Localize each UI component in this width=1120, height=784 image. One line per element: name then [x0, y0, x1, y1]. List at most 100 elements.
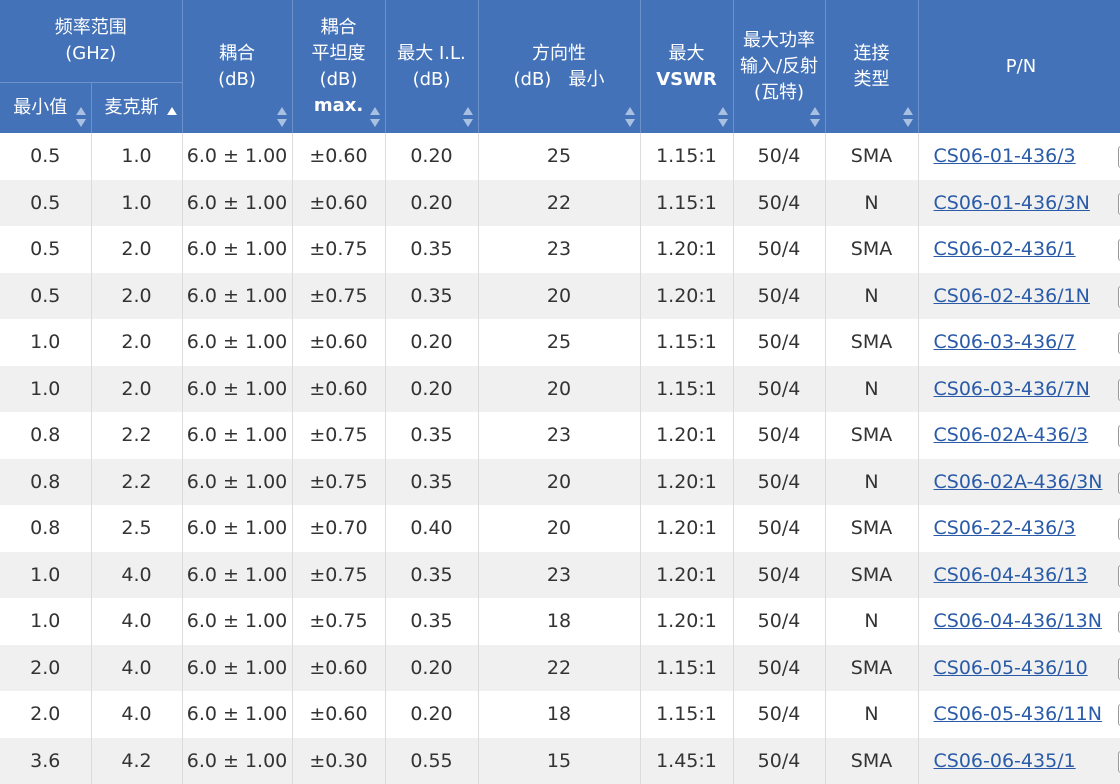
sort-icon[interactable]: [76, 107, 86, 127]
cell-conn: SMA: [825, 133, 918, 180]
connector-header[interactable]: 连接 类型: [825, 0, 918, 133]
freq-range-label: 频率范围: [0, 15, 182, 41]
cell-il: 0.20: [385, 691, 478, 738]
vswr-header[interactable]: 最大 VSWR: [640, 0, 733, 133]
cell-flatness: ±0.60: [292, 319, 385, 366]
cell-min: 2.0: [0, 691, 91, 738]
sort-icon[interactable]: [625, 107, 635, 127]
part-number-link[interactable]: CS06-02-436/1: [934, 238, 1076, 260]
cell-directivity: 23: [478, 552, 640, 599]
sort-icon[interactable]: [903, 107, 913, 127]
cell-conn: N: [825, 691, 918, 738]
cell-vswr: 1.20:1: [640, 505, 733, 552]
cell-vswr: 1.15:1: [640, 691, 733, 738]
coupling-label: 耦合: [183, 41, 292, 67]
part-number-link[interactable]: CS06-03-436/7: [934, 331, 1076, 353]
part-number-link[interactable]: CS06-04-436/13N: [934, 610, 1102, 632]
cell-max: 4.0: [91, 645, 182, 692]
connector-label-2: 类型: [826, 67, 918, 93]
cell-min: 2.0: [0, 645, 91, 692]
cell-pn: CS06-06-435/1: [918, 738, 1120, 784]
cell-coupling: 6.0 ± 1.00: [182, 273, 292, 320]
cell-conn: SMA: [825, 552, 918, 599]
part-number-link[interactable]: CS06-02-436/1N: [934, 285, 1090, 307]
directivity-header[interactable]: 方向性 (dB) 最小: [478, 0, 640, 133]
directivity-label: 方向性: [479, 41, 640, 67]
part-number-link[interactable]: CS06-01-436/3N: [934, 192, 1090, 214]
sort-asc-icon[interactable]: [167, 107, 177, 117]
sort-icon[interactable]: [463, 107, 473, 127]
coupling-header[interactable]: 耦合 (dB): [182, 0, 292, 133]
part-number-link[interactable]: CS06-02A-436/3: [934, 424, 1089, 446]
flatness-unit-label: (dB): [293, 67, 385, 93]
cell-il: 0.20: [385, 319, 478, 366]
min-header[interactable]: 最小值: [0, 83, 91, 134]
cell-coupling: 6.0 ± 1.00: [182, 552, 292, 599]
cell-min: 0.8: [0, 459, 91, 506]
cell-min: 1.0: [0, 319, 91, 366]
cell-flatness: ±0.60: [292, 645, 385, 692]
cell-min: 1.0: [0, 598, 91, 645]
part-number-link[interactable]: CS06-01-436/3: [934, 145, 1076, 167]
cell-directivity: 23: [478, 412, 640, 459]
cell-coupling: 6.0 ± 1.00: [182, 645, 292, 692]
cell-vswr: 1.20:1: [640, 598, 733, 645]
power-header[interactable]: 最大功率 输入/反射 (瓦特): [733, 0, 825, 133]
part-number-link[interactable]: CS06-02A-436/3N: [934, 471, 1103, 493]
cell-min: 1.0: [0, 366, 91, 413]
max-header[interactable]: 麦克斯: [91, 83, 182, 134]
cell-il: 0.35: [385, 552, 478, 599]
min-label: 最小值: [13, 97, 77, 118]
cell-directivity: 25: [478, 319, 640, 366]
cell-flatness: ±0.75: [292, 598, 385, 645]
cell-pn: CS06-04-436/13: [918, 552, 1120, 599]
part-number-link[interactable]: CS06-05-436/11N: [934, 703, 1102, 725]
cell-pn: CS06-22-436/3: [918, 505, 1120, 552]
cell-flatness: ±0.70: [292, 505, 385, 552]
cell-vswr: 1.45:1: [640, 738, 733, 784]
cell-power: 50/4: [733, 552, 825, 599]
il-header[interactable]: 最大 I.L. (dB): [385, 0, 478, 133]
part-number-link[interactable]: CS06-05-436/10: [934, 657, 1088, 679]
cell-flatness: ±0.30: [292, 738, 385, 784]
cell-min: 3.6: [0, 738, 91, 784]
cell-directivity: 22: [478, 645, 640, 692]
sort-icon[interactable]: [810, 107, 820, 127]
flatness-header[interactable]: 耦合 平坦度 (dB) max.: [292, 0, 385, 133]
cell-flatness: ±0.75: [292, 226, 385, 273]
cell-min: 0.8: [0, 505, 91, 552]
cell-coupling: 6.0 ± 1.00: [182, 738, 292, 784]
part-number-link[interactable]: CS06-04-436/13: [934, 564, 1088, 586]
cell-power: 50/4: [733, 180, 825, 227]
sort-icon[interactable]: [370, 107, 380, 127]
cell-coupling: 6.0 ± 1.00: [182, 505, 292, 552]
cell-max: 4.0: [91, 598, 182, 645]
cell-il: 0.35: [385, 598, 478, 645]
part-number-link[interactable]: CS06-22-436/3: [934, 517, 1076, 539]
cell-pn: CS06-05-436/11N: [918, 691, 1120, 738]
cell-power: 50/4: [733, 505, 825, 552]
cell-directivity: 23: [478, 226, 640, 273]
cell-vswr: 1.15:1: [640, 133, 733, 180]
cell-il: 0.40: [385, 505, 478, 552]
cell-min: 1.0: [0, 552, 91, 599]
cell-pn: CS06-02-436/1N: [918, 273, 1120, 320]
cell-coupling: 6.0 ± 1.00: [182, 133, 292, 180]
freq-range-header: 频率范围 (GHz): [0, 0, 182, 83]
cell-min: 0.8: [0, 412, 91, 459]
cell-il: 0.35: [385, 226, 478, 273]
cell-directivity: 18: [478, 691, 640, 738]
sort-icon[interactable]: [277, 107, 287, 127]
cell-max: 4.2: [91, 738, 182, 784]
part-number-link[interactable]: CS06-06-435/1: [934, 750, 1076, 772]
cell-directivity: 22: [478, 180, 640, 227]
sort-icon[interactable]: [718, 107, 728, 127]
cell-vswr: 1.15:1: [640, 319, 733, 366]
part-number-link[interactable]: CS06-03-436/7N: [934, 378, 1090, 400]
cell-conn: N: [825, 273, 918, 320]
cell-pn: CS06-02-436/1: [918, 226, 1120, 273]
cell-coupling: 6.0 ± 1.00: [182, 366, 292, 413]
